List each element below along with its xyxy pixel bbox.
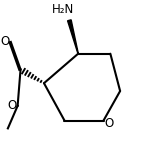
Text: H₂N: H₂N <box>52 3 75 16</box>
Text: O: O <box>0 35 10 48</box>
Polygon shape <box>68 20 78 54</box>
Text: O: O <box>7 99 16 112</box>
Text: O: O <box>105 117 114 130</box>
